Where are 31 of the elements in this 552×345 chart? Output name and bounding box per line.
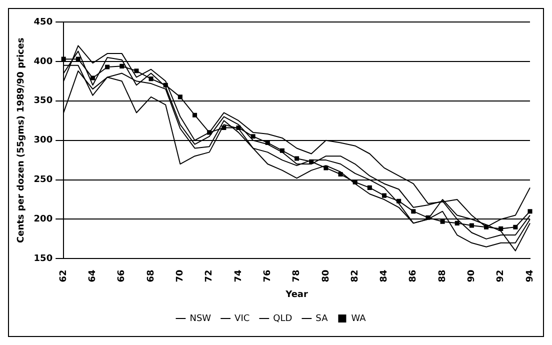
x-tick-label: 76	[262, 270, 273, 282]
x-tick-label: 68	[146, 270, 156, 282]
x-tick-label: 64	[88, 270, 98, 282]
y-tick-label: 150	[34, 254, 53, 264]
y-tick-label: 300	[34, 136, 53, 146]
y-tick-label: 450	[34, 17, 53, 28]
x-tick-label: 72	[204, 270, 215, 282]
y-axis-title: Cents per dozen (55gms) 1989/90 prices	[16, 38, 27, 244]
legend-label: SA	[316, 314, 329, 324]
x-tick-label: 66	[117, 270, 128, 282]
x-tick-label: 78	[292, 270, 302, 282]
x-tick-label: 70	[176, 270, 186, 282]
legend-label: VIC	[234, 314, 250, 324]
x-axis-title: Year	[284, 290, 309, 300]
x-tick-label: 80	[321, 270, 332, 282]
y-tick-label: 200	[34, 214, 53, 225]
legend-label: NSW	[190, 314, 212, 324]
x-tick-label: 90	[467, 270, 478, 282]
x-tick-label: 94	[525, 270, 536, 282]
y-tick-label: 250	[34, 175, 53, 186]
x-tick-label: 82	[350, 270, 360, 282]
legend-label: QLD	[273, 314, 292, 324]
x-tick-label: 74	[234, 270, 244, 282]
x-tick-label: 88	[438, 270, 448, 282]
y-tick-label: 400	[34, 56, 53, 67]
x-tick-label: 62	[58, 270, 69, 282]
legend-label: WA	[351, 314, 367, 324]
x-tick-label: 84	[380, 270, 390, 282]
y-tick-label: 350	[34, 96, 53, 106]
x-tick-label: 92	[496, 270, 506, 282]
x-tick-label: 86	[408, 270, 419, 282]
